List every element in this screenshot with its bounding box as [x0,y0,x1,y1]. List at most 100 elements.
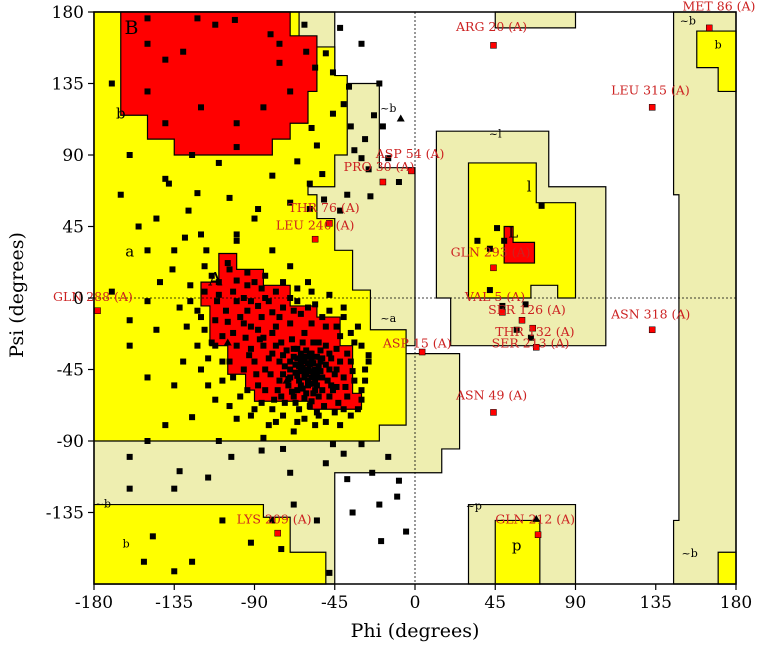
residue-point [376,501,383,508]
outlier-label: MET 86 (A) [683,0,756,13]
residue-point [292,399,299,406]
outlier-point [311,235,319,243]
residue-point [251,358,258,365]
residue-point [337,422,344,429]
residue-point [369,469,376,476]
region-label-0: B [124,17,138,39]
outlier-point [533,344,540,351]
residue-point [153,215,160,222]
residue-point [312,366,319,373]
residue-point [278,393,285,400]
glycine-point [396,114,405,122]
residue-point [365,358,372,365]
residue-point [297,368,304,375]
region-label-4: l [527,178,532,196]
residue-point [301,374,308,381]
outlier-points: MET 86 (A) ARG 20 (A) LEU 315 (A) ASP 54 (A… [53,0,755,538]
residue-point [313,382,320,389]
residue-point [180,358,187,365]
residue-point [326,393,333,400]
residue-point [522,301,529,308]
residue-point [281,363,288,370]
residue-point [233,342,240,349]
residue-point [272,342,279,349]
residue-point [135,223,142,230]
region-label-8: b [715,39,722,52]
residue-point [294,418,301,425]
residue-point [337,24,344,31]
residue-point [367,193,374,200]
residue-point [267,31,274,38]
residue-point [494,225,501,232]
region-label-13: ~p [466,499,482,512]
region-label-3: a [125,243,134,261]
residue-point [203,247,210,254]
residue-point [385,453,392,460]
residue-point [219,377,226,384]
outlier-label: VAL 5 (A) [464,289,525,304]
residue-point [340,450,347,457]
outlier-label: ASP 54 (A) [375,146,445,161]
residue-point [162,56,169,63]
residue-point [340,101,347,108]
residue-point [267,371,274,378]
residue-point [347,123,354,130]
residue-point [269,406,276,413]
residue-point [258,285,265,292]
residue-point [237,314,244,321]
x-tick-label: -45 [321,593,348,613]
residue-point [321,403,328,410]
residue-point [108,80,115,87]
residue-point [331,409,338,416]
residue-point [326,291,333,298]
residue-point [260,104,267,111]
residue-point [308,374,315,381]
residue-point [358,396,365,403]
residue-point [312,387,319,394]
residue-point [215,438,222,444]
outlier-label: GLN 288 (A) [53,289,133,304]
residue-point [258,314,265,321]
residue-point [274,387,281,394]
residue-point [328,382,335,389]
residue-point [198,366,204,373]
residue-point [313,142,320,149]
y-axis-ticks: 180 135 90 45 0 -45 -90 -135 [46,3,94,524]
residue-point [230,329,237,336]
residue-point [198,314,204,321]
residue-point [140,558,147,565]
residue-point [308,124,315,131]
residue-point [294,298,301,305]
residue-point [287,263,294,270]
residue-point [280,412,287,419]
residue-point [260,342,267,349]
residue-point [233,415,240,422]
region-label-14: ~b [680,15,696,28]
residue-point [165,180,172,187]
residue-point [351,339,358,346]
residue-point [499,302,506,309]
residue-point [354,323,361,330]
residue-point [269,247,276,254]
residue-point [212,342,219,349]
residue-point [276,314,283,321]
residue-point [126,485,133,492]
residue-point [251,215,258,222]
residue-point [246,352,253,359]
residue-point [272,323,279,330]
residue-point [395,179,402,186]
residue-point [162,120,169,127]
residue-point [313,517,320,524]
residue-point [276,59,283,66]
region-label-7: b [123,537,130,550]
outlier-label: ARG 20 (A) [455,19,527,34]
residue-point [321,196,328,203]
residue-point [215,279,222,286]
residue-point [344,393,351,400]
region-label-15: ~b [682,547,698,560]
residue-point [313,371,320,378]
residue-point [297,382,304,389]
region-label-2: b [116,104,126,122]
residue-point [219,358,226,365]
residue-point [222,307,229,314]
